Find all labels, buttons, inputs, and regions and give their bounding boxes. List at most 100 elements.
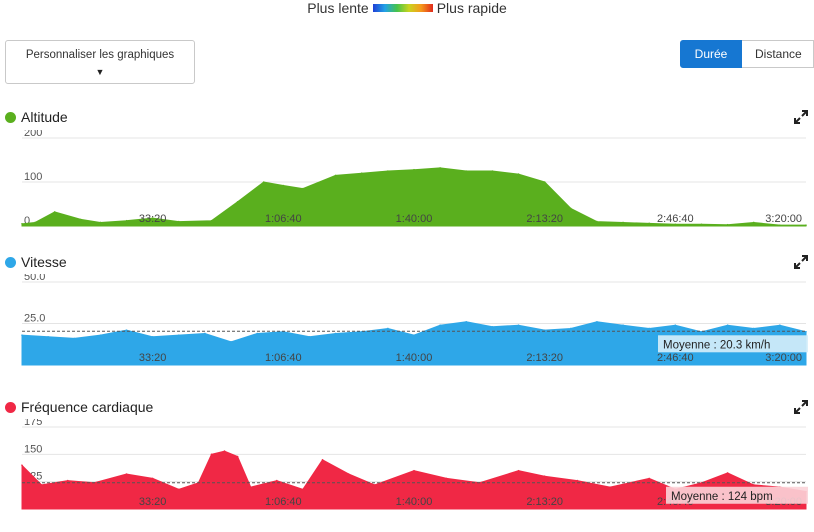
speed-data-point [21, 334, 23, 336]
x-tick-label: 1:40:00 [396, 213, 433, 225]
speed-chart-title: Vitesse [5, 254, 67, 270]
x-tick-label: 33:20 [139, 352, 167, 364]
altitude-data-point [805, 224, 807, 226]
heart-rate-data-point [413, 469, 415, 472]
altitude-data-point [674, 223, 677, 226]
y-tick-label: 100 [24, 171, 42, 183]
x-tick-label: 1:40:00 [396, 496, 433, 508]
x-tick-label: 1:06:40 [265, 352, 302, 364]
x-tick-label: 1:40:00 [396, 352, 433, 364]
speed-data-point [779, 324, 781, 326]
heart-rate-data-point [517, 469, 520, 472]
speed-data-point [387, 327, 389, 330]
altitude-data-point [125, 219, 128, 222]
altitude-data-point [726, 223, 729, 226]
x-tick-label: 3:20:00 [765, 213, 802, 225]
altitude-data-point [53, 211, 56, 213]
speed-data-point [596, 321, 598, 323]
altitude-data-point [236, 201, 239, 203]
average-label: Moyenne : 124 bpm [671, 491, 773, 503]
customize-charts-dropdown[interactable]: Personnaliser les graphiques ▼ [5, 40, 195, 84]
heart-rate-data-point [648, 477, 650, 480]
altitude-data-point [439, 167, 441, 169]
altitude-data-point [302, 187, 304, 190]
altitude-data-point [700, 223, 703, 226]
speed-data-point [256, 332, 259, 335]
speed-color-dot [5, 256, 16, 268]
speed-data-point [805, 331, 807, 333]
heart-rate-data-point [21, 464, 23, 467]
speed-data-point [752, 327, 755, 330]
heart-rate-data-point [178, 488, 180, 491]
y-tick-label: 175 [24, 419, 42, 428]
y-tick-label: 0 [24, 215, 30, 227]
heart-rate-data-point [40, 484, 43, 486]
speed-data-point [334, 332, 337, 335]
speed-data-point [439, 324, 441, 326]
expand-heart-rate-icon[interactable] [794, 400, 808, 414]
heart-rate-title-text: Fréquence cardiaque [21, 399, 154, 415]
heart-rate-data-point [249, 486, 252, 488]
speed-data-point [726, 324, 729, 326]
heart-rate-chart[interactable]: 17515012510033:201:06:401:40:002:13:202:… [0, 419, 814, 513]
heart-rate-data-point [374, 484, 376, 486]
speed-color-legend: Plus lente Plus rapide [0, 0, 814, 16]
heart-rate-data-point [445, 477, 448, 480]
altitude-data-point [282, 184, 285, 187]
duration-toggle-button[interactable]: Durée [680, 40, 742, 68]
speed-data-point [517, 324, 520, 326]
altitude-chart-title: Altitude [5, 109, 68, 125]
caret-down-icon: ▼ [95, 67, 105, 77]
heart-rate-data-point [302, 488, 304, 491]
altitude-chart[interactable]: 200 100 0 33:20 1:06:40 1:40:00 2:13:20 2:46:40… [0, 130, 814, 230]
speed-data-point [73, 337, 76, 340]
speed-data-point [204, 332, 206, 335]
speed-data-point [674, 324, 677, 326]
heart-rate-series-area [21, 450, 807, 510]
speed-data-point [700, 331, 703, 333]
x-tick-label: 33:20 [139, 213, 167, 225]
heart-rate-data-point [576, 479, 579, 482]
heart-rate-data-point [223, 450, 226, 452]
heart-rate-data-point [276, 479, 278, 482]
altitude-data-point [178, 220, 180, 223]
altitude-data-point [387, 170, 389, 172]
speed-data-point [47, 335, 49, 338]
x-tick-label: 1:06:40 [265, 496, 302, 508]
legend-slow-label: Plus lente [307, 0, 369, 16]
speed-data-point [308, 335, 311, 338]
x-tick-label: 33:20 [139, 496, 167, 508]
altitude-data-point [334, 174, 337, 177]
distance-toggle-button[interactable]: Distance [742, 40, 814, 68]
speed-data-point [413, 334, 415, 336]
x-tick-label: 1:06:40 [265, 213, 302, 225]
y-tick-label: 150 [24, 443, 42, 455]
speed-data-point [125, 329, 128, 331]
altitude-data-point [80, 218, 82, 221]
speed-title-text: Vitesse [21, 254, 67, 270]
legend-fast-label: Plus rapide [436, 0, 507, 16]
axis-mode-toggle: Durée Distance [680, 40, 814, 68]
expand-speed-icon[interactable] [794, 255, 808, 269]
heart-rate-data-point [321, 459, 324, 461]
speed-series-area [21, 321, 807, 366]
x-tick-label: 2:13:20 [526, 352, 563, 364]
heart-rate-data-point [752, 484, 755, 486]
speed-gradient-swatch [372, 4, 433, 12]
altitude-data-point [21, 223, 23, 225]
customize-charts-label: Personnaliser les graphiques [25, 49, 175, 61]
altitude-data-point [360, 172, 363, 174]
expand-altitude-icon[interactable] [794, 110, 808, 124]
heart-rate-data-point [700, 481, 703, 484]
altitude-data-point [413, 168, 415, 171]
speed-data-point [543, 329, 546, 331]
altitude-data-point [210, 219, 213, 222]
heart-rate-data-point [151, 477, 154, 480]
x-tick-label: 2:46:40 [657, 352, 694, 364]
y-tick-label: 50.0 [24, 274, 45, 283]
altitude-data-point [622, 221, 624, 224]
altitude-data-point [34, 221, 36, 224]
speed-chart[interactable]: 50.025.00.033:201:06:401:40:002:13:202:4… [0, 274, 814, 368]
heart-rate-color-dot [5, 401, 16, 413]
heart-rate-data-point [236, 455, 239, 458]
